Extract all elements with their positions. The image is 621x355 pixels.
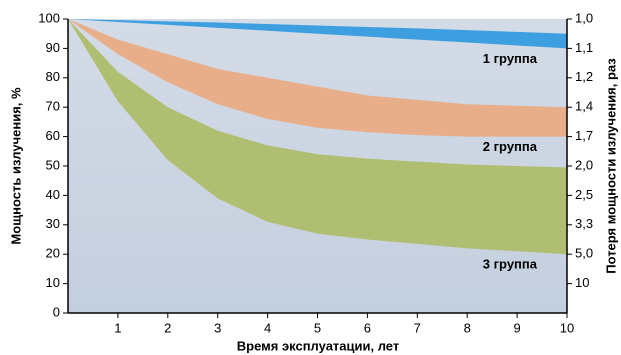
x-axis-label: Время эксплуатации, лет: [237, 338, 399, 353]
band: [68, 19, 567, 255]
y2-tick-label: 1,1: [575, 40, 593, 55]
y-tick-label: 0: [53, 304, 60, 319]
y2-tick-label: 5,0: [575, 246, 593, 261]
x-tick-label: 4: [264, 320, 271, 335]
y2-tick-label: 1,4: [575, 99, 593, 114]
y2-tick-label: 2,5: [575, 187, 593, 202]
x-tick-label: 10: [560, 320, 574, 335]
y-tick-label: 100: [38, 10, 60, 25]
y2-tick-label: 1,2: [575, 69, 593, 84]
band-label: 3 группа: [483, 257, 538, 272]
x-tick-label: 7: [414, 320, 421, 335]
y-tick-label: 30: [46, 216, 60, 231]
y2-tick-label: 1,0: [575, 10, 593, 25]
y-tick-label: 20: [46, 246, 60, 261]
x-tick-label: 6: [364, 320, 371, 335]
x-tick-label: 3: [214, 320, 221, 335]
y-tick-label: 10: [46, 275, 60, 290]
y-tick-label: 40: [46, 187, 60, 202]
x-tick-label: 5: [314, 320, 321, 335]
y-tick-label: 70: [46, 99, 60, 114]
band: [68, 19, 567, 49]
band: [68, 19, 567, 137]
y-axis-label: Мощность излучения, %: [8, 87, 23, 245]
y-tick-label: 90: [46, 40, 60, 55]
y2-tick-label: 3,3: [575, 216, 593, 231]
band-label: 2 группа: [483, 139, 538, 154]
y-tick-label: 80: [46, 69, 60, 84]
x-tick-label: 2: [164, 320, 171, 335]
y2-tick-label: 10: [575, 275, 589, 290]
y2-axis-label: Потеря мощности излучения, раз: [603, 58, 618, 274]
x-tick-label: 8: [464, 320, 471, 335]
x-tick-label: 1: [114, 320, 121, 335]
x-tick-label: 9: [513, 320, 520, 335]
y-tick-label: 60: [46, 128, 60, 143]
y2-tick-label: 2,0: [575, 157, 593, 172]
y2-tick-label: 1,7: [575, 128, 593, 143]
band-label: 1 группа: [483, 51, 538, 66]
y-tick-label: 50: [46, 157, 60, 172]
